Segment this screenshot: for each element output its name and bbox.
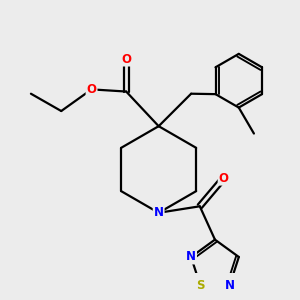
Text: N: N [186,250,196,263]
Text: O: O [86,83,97,96]
Text: O: O [219,172,229,184]
Text: N: N [225,279,235,292]
Text: S: S [196,279,204,292]
Text: O: O [121,52,131,66]
Text: N: N [154,206,164,219]
